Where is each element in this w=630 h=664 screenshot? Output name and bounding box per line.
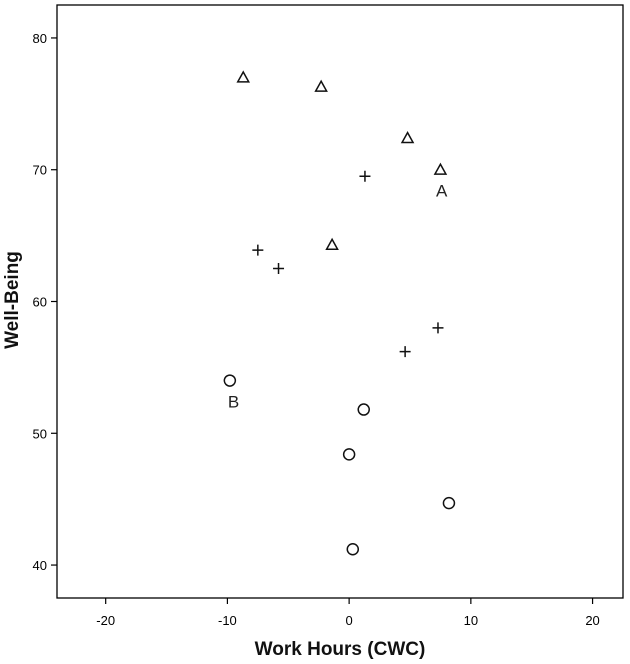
y-tick-label: 60 (33, 295, 47, 310)
x-tick-label: 20 (585, 613, 599, 628)
circle-point (342, 448, 356, 461)
plus-point (432, 322, 444, 334)
triangle-point (314, 79, 328, 92)
triangle-point (433, 162, 448, 175)
plus-point (252, 244, 264, 256)
x-tick-label: -20 (96, 613, 115, 628)
circle-point (357, 403, 370, 416)
y-axis-title: Well-Being (2, 251, 23, 349)
x-axis-ticks: -20 -10 0 10 20 (96, 598, 600, 628)
circle-point (223, 374, 237, 387)
y-axis-ticks: 40 50 60 70 80 (33, 31, 57, 573)
annotation-label: A (436, 181, 448, 200)
circle-point (442, 496, 456, 510)
plus-point (273, 263, 285, 275)
plus-point (399, 346, 411, 358)
plot-axes (56, 4, 624, 599)
triangle-point (325, 237, 339, 250)
data-points (223, 70, 456, 556)
annotation-label: B (228, 392, 239, 411)
x-tick-label: 0 (346, 613, 353, 628)
y-tick-label: 40 (33, 558, 47, 573)
triangle-point (236, 70, 251, 83)
plus-point (359, 170, 371, 182)
x-tick-label: 10 (464, 613, 478, 628)
y-tick-label: 50 (33, 426, 47, 441)
x-axis-title: Work Hours (CWC) (255, 639, 426, 660)
plot-frame (56, 4, 624, 599)
y-tick-label: 80 (33, 31, 47, 46)
x-tick-label: -10 (218, 613, 237, 628)
triangle-point (400, 131, 415, 144)
y-tick-label: 70 (33, 163, 47, 178)
point-annotations: AB (228, 181, 448, 411)
circle-point (346, 542, 360, 556)
